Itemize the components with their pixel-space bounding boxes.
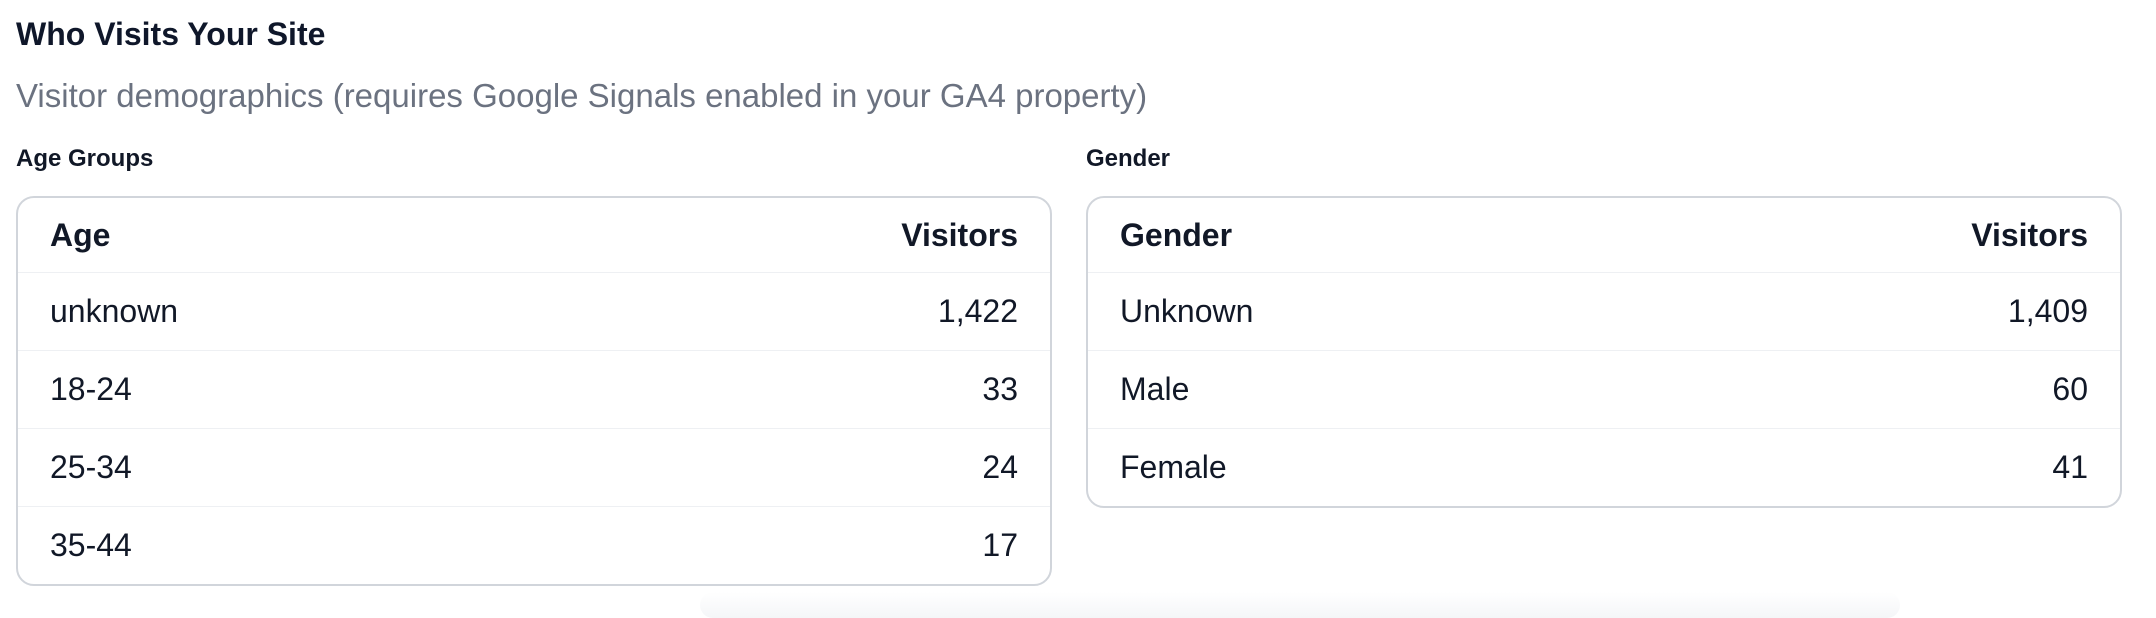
visitors-cell: 1,409 xyxy=(2007,293,2088,329)
visitors-cell: 33 xyxy=(982,371,1018,407)
table-row: unknown 1,422 xyxy=(18,272,1050,350)
section-title: Who Visits Your Site xyxy=(16,16,326,52)
gender-table: Gender Visitors Unknown 1,409 Male 60 Fe… xyxy=(1086,196,2122,508)
table-row: Unknown 1,409 xyxy=(1088,272,2120,350)
visitors-cell: 60 xyxy=(2052,371,2088,407)
age-groups-table: Age Visitors unknown 1,422 18-24 33 25-3… xyxy=(16,196,1052,586)
gender-label: Gender xyxy=(1086,145,1171,172)
table-row: 25-34 24 xyxy=(18,428,1050,506)
section-subtitle: Visitor demographics (requires Google Si… xyxy=(16,77,1148,114)
age-groups-label: Age Groups xyxy=(16,145,154,172)
visitors-column-header: Visitors xyxy=(1971,216,2088,253)
age-groups-panel: Age Groups Age Visitors unknown 1,422 18… xyxy=(16,144,1052,586)
age-group-cell: 35-44 xyxy=(50,527,132,563)
gender-cell: Unknown xyxy=(1120,293,1254,329)
table-header-row: Age Visitors xyxy=(18,198,1050,272)
table-row: 35-44 17 xyxy=(18,506,1050,584)
gender-column-header: Gender xyxy=(1120,216,1233,253)
visitors-cell: 24 xyxy=(982,449,1018,485)
table-row: 18-24 33 xyxy=(18,350,1050,428)
table-row: Male 60 xyxy=(1088,350,2120,428)
bottom-shadow xyxy=(700,592,1900,618)
age-group-cell: unknown xyxy=(50,293,179,329)
table-row: Female 41 xyxy=(1088,428,2120,506)
gender-panel: Gender Gender Visitors Unknown 1,409 Mal… xyxy=(1086,144,2122,508)
age-group-cell: 25-34 xyxy=(50,449,132,485)
visitors-cell: 1,422 xyxy=(937,293,1018,329)
gender-cell: Female xyxy=(1120,449,1227,485)
visitors-cell: 41 xyxy=(2052,449,2088,485)
visitors-cell: 17 xyxy=(982,527,1018,563)
age-group-cell: 18-24 xyxy=(50,371,132,407)
table-header-row: Gender Visitors xyxy=(1088,198,2120,272)
gender-cell: Male xyxy=(1120,371,1190,407)
visitors-column-header: Visitors xyxy=(901,216,1018,253)
age-column-header: Age xyxy=(50,216,111,253)
